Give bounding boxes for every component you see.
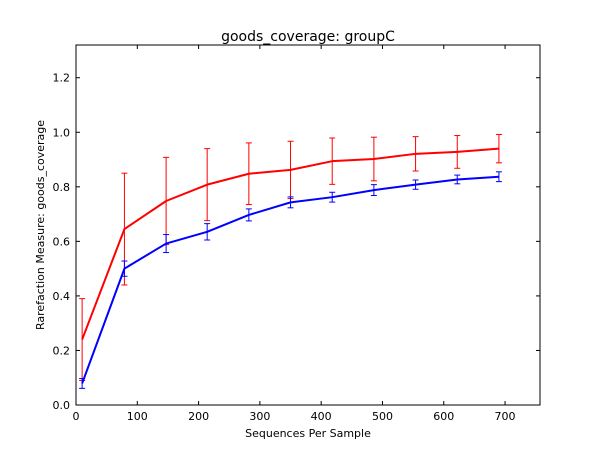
error-bar: [495, 171, 502, 183]
y-tick-label: 0.2: [53, 344, 71, 357]
y-tick-label: 0.8: [53, 181, 71, 194]
error-bar: [495, 133, 502, 164]
x-tick-label: 0: [73, 410, 80, 423]
plot-area-frame: [75, 44, 541, 406]
y-tick-label: 1.0: [53, 126, 71, 139]
error-bar: [79, 298, 86, 381]
y-tick-label: 1.2: [53, 72, 71, 85]
x-tick-label: 500: [372, 410, 393, 423]
y-tick-label: 0.0: [53, 399, 71, 412]
series-line: [81, 147, 500, 340]
x-tick-label: 200: [188, 410, 209, 423]
x-tick-label: 300: [249, 410, 270, 423]
y-tick-label: 0.6: [53, 235, 71, 248]
x-tick-label: 100: [127, 410, 148, 423]
series-lines: [81, 147, 500, 384]
x-tick-label: 700: [495, 410, 516, 423]
error-bars: [79, 133, 502, 389]
x-tick-label: 400: [311, 410, 332, 423]
axis-ticks: [75, 45, 540, 406]
x-tick-label: 600: [433, 410, 454, 423]
series-line: [81, 175, 499, 384]
axis-tick-labels: 0 100 200 300 400 500 600 700 0.0 0.2 0.4 0.6 0.8 1.0…: [53, 72, 516, 423]
x-axis-label: Sequences Per Sample: [245, 427, 371, 440]
chart-title: goods_coverage: groupC: [221, 29, 395, 45]
y-tick-label: 0.4: [53, 290, 71, 303]
y-axis-label: Rarefaction Measure: goods_coverage: [34, 120, 47, 330]
